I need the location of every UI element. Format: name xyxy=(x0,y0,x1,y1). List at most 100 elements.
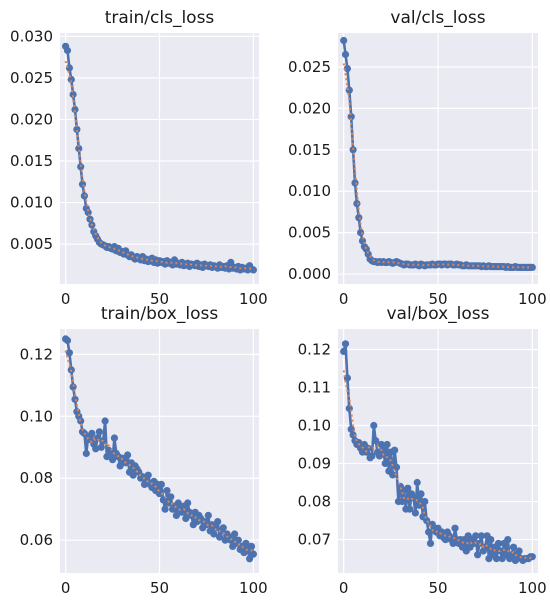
data-point xyxy=(353,200,361,208)
data-point xyxy=(82,449,90,458)
data-point xyxy=(381,459,389,468)
data-point xyxy=(165,499,173,507)
data-point xyxy=(494,539,502,548)
data-point xyxy=(67,75,75,84)
y-tick-label: 0.020 xyxy=(288,99,331,117)
data-point xyxy=(477,532,485,540)
data-point xyxy=(216,533,224,541)
data-point xyxy=(391,446,399,454)
x-tick-label: 100 xyxy=(239,579,268,597)
smoothed-line xyxy=(342,63,533,269)
x-tick-label: 100 xyxy=(518,290,547,308)
x-tick-label: 0 xyxy=(61,290,71,308)
y-tick-label: 0.12 xyxy=(20,345,53,363)
x-tick-label: 100 xyxy=(518,579,547,597)
data-point xyxy=(174,499,182,507)
y-tick-label: 0.08 xyxy=(298,493,331,511)
y-tick-label: 0.06 xyxy=(20,531,53,549)
data-point xyxy=(528,263,536,271)
data-point xyxy=(470,539,478,548)
data-point xyxy=(214,518,222,526)
x-tick-label: 100 xyxy=(239,290,268,308)
y-tick-label: 0.020 xyxy=(10,110,53,128)
data-point xyxy=(340,347,348,355)
chart-title: train/box_loss xyxy=(101,304,219,324)
x-tick-label: 50 xyxy=(428,579,447,597)
data-point xyxy=(511,556,519,565)
data-point xyxy=(389,471,397,479)
x-tick-label: 50 xyxy=(150,290,169,308)
chart-panel-3: 0 50 100 0.06 0.08 0.10 0.12 train/box_loss xyxy=(20,304,268,597)
data-point xyxy=(347,425,355,433)
data-point xyxy=(227,258,235,266)
data-point xyxy=(357,229,365,237)
y-tick-label: 0.015 xyxy=(10,152,53,170)
data-point xyxy=(88,429,96,437)
x-tick-label: 50 xyxy=(428,290,447,308)
data-point xyxy=(404,484,412,492)
data-point xyxy=(426,539,435,548)
data-point xyxy=(417,490,425,498)
y-tick-label: 0.010 xyxy=(288,182,331,200)
x-tick-label: 0 xyxy=(339,579,349,597)
data-point xyxy=(219,524,227,532)
data-point xyxy=(343,65,351,73)
data-point xyxy=(249,550,257,558)
x-tick-label: 0 xyxy=(339,290,349,308)
y-tick-label: 0.11 xyxy=(298,379,331,397)
data-point xyxy=(341,50,350,59)
data-point xyxy=(383,440,391,449)
data-point xyxy=(345,86,353,94)
chart-title: val/cls_loss xyxy=(390,8,485,28)
chart-panel-2: 0 50 100 0.000 0.005 0.010 0.015 0.020 0.025 val/… xyxy=(288,8,547,308)
data-point xyxy=(163,487,171,495)
data-point xyxy=(451,524,459,532)
data-point xyxy=(528,553,536,561)
data-point xyxy=(425,528,433,536)
data-point xyxy=(182,514,190,523)
data-point xyxy=(92,445,100,453)
data-point xyxy=(343,374,351,382)
data-point xyxy=(161,505,169,513)
y-tick-label: 0.005 xyxy=(288,224,331,242)
data-point xyxy=(73,125,81,133)
data-point xyxy=(249,266,257,274)
data-point xyxy=(515,547,523,555)
y-tick-label: 0.10 xyxy=(20,407,53,425)
data-point xyxy=(129,471,137,479)
data-point xyxy=(69,383,77,391)
data-point xyxy=(65,349,73,357)
data-point xyxy=(413,478,421,487)
data-point xyxy=(504,536,512,544)
data-point xyxy=(167,493,175,501)
data-point xyxy=(377,440,385,449)
data-point xyxy=(124,451,132,459)
y-tick-label: 0.12 xyxy=(298,341,331,359)
y-tick-label: 0.030 xyxy=(10,27,53,45)
data-point xyxy=(379,446,387,454)
data-point xyxy=(492,555,501,563)
data-point xyxy=(144,471,152,479)
data-point xyxy=(184,499,192,507)
y-tick-label: 0.010 xyxy=(10,194,53,212)
x-tick-label: 50 xyxy=(150,579,169,597)
y-tick-label: 0.000 xyxy=(288,265,331,283)
y-tick-label: 0.025 xyxy=(10,69,53,87)
data-point xyxy=(509,543,518,551)
data-point xyxy=(69,90,77,99)
data-point xyxy=(398,497,406,506)
data-point xyxy=(157,480,165,488)
y-tick-label: 0.025 xyxy=(288,58,331,76)
data-point xyxy=(340,36,348,45)
data-point xyxy=(231,530,239,538)
data-point xyxy=(97,443,105,451)
y-tick-label: 0.08 xyxy=(20,469,53,487)
data-point xyxy=(107,448,115,456)
data-point xyxy=(341,340,350,348)
data-point xyxy=(351,179,359,187)
data-point xyxy=(406,505,414,513)
data-point xyxy=(247,542,256,551)
x-tick-label: 0 xyxy=(61,579,71,597)
y-tick-label: 0.015 xyxy=(288,141,331,159)
